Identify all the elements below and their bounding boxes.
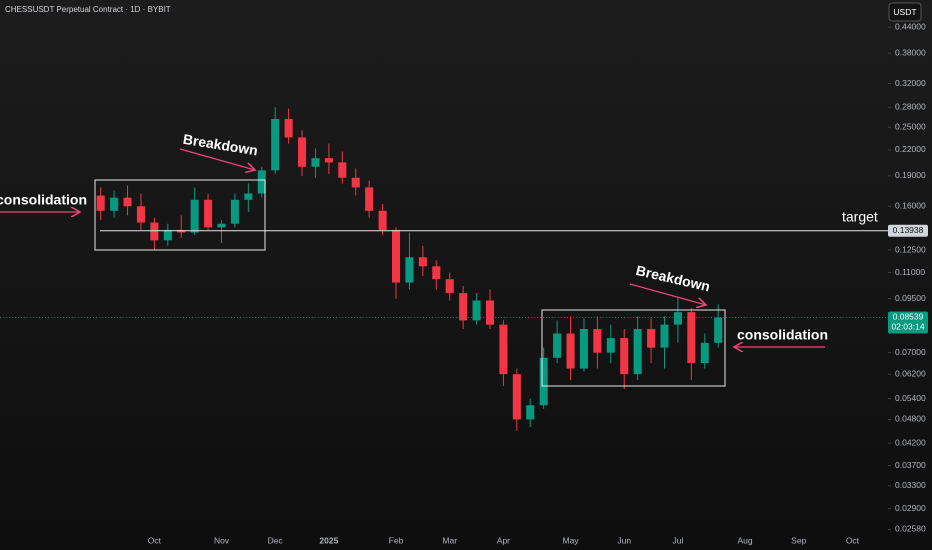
x-tick-label: Feb	[389, 535, 404, 545]
annotation-arrow	[179, 148, 255, 170]
candle-body	[714, 317, 723, 343]
candle-body	[244, 193, 253, 200]
candle-body	[96, 195, 105, 211]
candle-body	[647, 329, 656, 348]
candle-body	[700, 342, 709, 364]
candle-body	[365, 187, 374, 211]
y-tick-label: 0.04800	[895, 414, 926, 424]
consolidation-box	[541, 309, 726, 387]
y-tick-label: 0.09500	[895, 293, 926, 303]
countdown: 02:03:14	[891, 322, 924, 332]
candle-body	[351, 177, 360, 188]
x-tick-label: Oct	[846, 535, 860, 545]
candle-body	[485, 300, 495, 325]
candle-body	[257, 170, 266, 194]
candle-body	[593, 329, 602, 353]
y-tick-label: 0.44000	[895, 21, 926, 31]
annotation-arrow	[629, 283, 706, 305]
candle-body	[499, 324, 508, 375]
y-tick-label: 0.06200	[895, 368, 926, 378]
candle-body	[271, 118, 280, 171]
candle-body	[432, 266, 441, 280]
target-label: target	[842, 208, 878, 224]
x-tick-label: 2025	[319, 535, 338, 545]
y-tick-label: 0.07000	[895, 347, 926, 357]
currency-label[interactable]: USDT	[893, 7, 916, 17]
candle-body	[311, 158, 320, 167]
candle-body	[566, 333, 575, 369]
x-tick-label: Dec	[268, 535, 284, 545]
last-price: 0.08539	[893, 312, 924, 322]
candle-body	[553, 333, 562, 358]
candle-body	[673, 312, 682, 325]
x-tick-label: Nov	[214, 535, 230, 545]
y-tick-label: 0.12500	[895, 244, 926, 254]
x-tick-label: Oct	[148, 535, 162, 545]
x-tick-label: Aug	[737, 535, 752, 545]
candle-body	[298, 137, 307, 167]
candle-body	[418, 257, 427, 267]
target-price: 0.13938	[893, 225, 924, 235]
candle-body	[204, 199, 213, 228]
x-tick-label: Jun	[617, 535, 631, 545]
x-tick-label: Jul	[672, 535, 683, 545]
candle-body	[136, 206, 145, 223]
candle-body	[338, 162, 347, 178]
plot-area: 0.44000 0.38000 0.32000 0.28000 0.25000 0.220…	[96, 21, 926, 545]
candle-body	[405, 257, 414, 283]
candle-body	[123, 197, 132, 207]
candle-body	[324, 158, 333, 163]
candle-body	[526, 405, 535, 420]
x-tick-label: May	[562, 535, 579, 545]
y-tick-label: 0.38000	[895, 47, 926, 57]
candle-body	[660, 324, 669, 348]
y-tick-label: 0.25000	[895, 122, 926, 132]
price-tag	[888, 311, 928, 334]
x-tick-label: Apr	[497, 535, 510, 545]
y-tick-label: 0.32000	[895, 78, 926, 88]
y-tick-label: 0.19000	[895, 170, 926, 180]
candle-body	[190, 199, 199, 233]
candle-body	[391, 229, 401, 283]
candle-body	[633, 329, 642, 375]
y-tick-label: 0.16000	[895, 201, 926, 211]
candle-body	[512, 374, 521, 420]
y-tick-label: 0.11000	[895, 267, 925, 277]
candle-body	[687, 312, 696, 364]
x-tick-label: Mar	[442, 535, 457, 545]
y-tick-label: 0.04200	[895, 437, 926, 447]
y-tick-label: 0.02580	[895, 524, 926, 534]
candle-body	[459, 293, 468, 321]
candle-body	[620, 338, 629, 375]
candle-body	[606, 338, 615, 353]
currency-button[interactable]	[888, 2, 922, 22]
candle-body	[284, 118, 293, 138]
annotation: consolidation	[737, 327, 828, 343]
y-tick-label: 0.22000	[895, 144, 926, 154]
candle-body	[472, 300, 481, 321]
chart-title: CHESSUSDT Perpetual Contract · 1D · BYBI…	[5, 5, 171, 14]
y-tick-label: 0.02900	[895, 503, 926, 513]
candle-body	[230, 199, 239, 224]
candle-body	[445, 279, 454, 294]
candle-body	[579, 329, 588, 369]
candle-body	[110, 197, 119, 211]
candle-body	[163, 229, 172, 241]
candle-body	[150, 222, 159, 241]
x-tick-label: Sep	[791, 535, 806, 545]
candle-body	[378, 210, 387, 230]
y-tick-label: 0.05400	[895, 393, 926, 403]
annotation: consolidation	[0, 192, 87, 208]
consolidation-box	[94, 179, 266, 251]
y-tick-label: 0.28000	[895, 101, 926, 111]
y-tick-label: 0.03300	[895, 480, 926, 490]
candle-body	[539, 357, 548, 406]
price-tag	[888, 224, 928, 237]
candle-body	[217, 223, 226, 228]
y-tick-label: 0.03700	[895, 460, 926, 470]
